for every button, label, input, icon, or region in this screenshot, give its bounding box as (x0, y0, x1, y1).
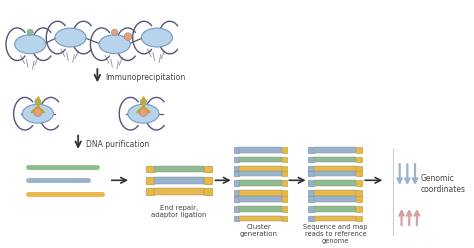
Bar (356, 156, 362, 162)
Bar (239, 156, 282, 162)
Bar (314, 180, 356, 186)
Bar (314, 147, 356, 153)
Text: Immunoprecipitation: Immunoprecipitation (105, 73, 185, 82)
Bar (234, 171, 239, 177)
Bar (234, 156, 239, 162)
Bar (282, 166, 287, 172)
Bar (314, 171, 356, 177)
Circle shape (27, 29, 33, 35)
Bar (356, 166, 362, 172)
Bar (309, 190, 314, 195)
Bar (314, 216, 356, 221)
Ellipse shape (128, 104, 159, 123)
Bar (282, 206, 287, 212)
Ellipse shape (22, 104, 54, 123)
Bar (282, 156, 287, 162)
Bar (239, 166, 282, 172)
Ellipse shape (99, 35, 130, 54)
Bar (309, 171, 314, 177)
Bar (154, 166, 204, 172)
Circle shape (124, 33, 132, 40)
Bar (309, 166, 314, 172)
Bar (314, 196, 356, 202)
Circle shape (35, 99, 41, 105)
Bar (234, 206, 239, 212)
Bar (239, 206, 282, 212)
Bar (234, 180, 239, 186)
Bar (314, 190, 356, 195)
Bar (356, 190, 362, 195)
Bar (282, 171, 287, 177)
Bar (154, 177, 204, 184)
Bar (314, 206, 356, 212)
Bar (234, 190, 239, 195)
Bar (204, 177, 211, 184)
Bar (309, 206, 314, 212)
Text: End repair,
adaptor ligation: End repair, adaptor ligation (151, 205, 207, 218)
Bar (314, 156, 356, 162)
Bar (356, 147, 362, 153)
Bar (234, 216, 239, 221)
Bar (204, 188, 211, 195)
Bar (282, 147, 287, 153)
Bar (239, 216, 282, 221)
Bar (239, 171, 282, 177)
Bar (309, 216, 314, 221)
Text: Cluster
generation: Cluster generation (239, 224, 278, 237)
Text: Sequence and map
reads to reference
genome: Sequence and map reads to reference geno… (303, 224, 368, 244)
Bar (309, 196, 314, 202)
Ellipse shape (141, 28, 173, 47)
Bar (234, 147, 239, 153)
Bar (314, 166, 356, 172)
Bar (309, 180, 314, 186)
Bar (146, 166, 154, 172)
Bar (239, 190, 282, 195)
Bar (356, 196, 362, 202)
Bar (309, 147, 314, 153)
Bar (282, 180, 287, 186)
Bar (234, 166, 239, 172)
Circle shape (140, 99, 146, 105)
Bar (282, 196, 287, 202)
Bar (234, 196, 239, 202)
Bar (356, 216, 362, 221)
Bar (282, 216, 287, 221)
Bar (204, 166, 211, 172)
Text: DNA purification: DNA purification (86, 140, 149, 149)
Bar (146, 177, 154, 184)
Bar (239, 147, 282, 153)
Bar (356, 206, 362, 212)
Bar (309, 156, 314, 162)
Bar (356, 180, 362, 186)
Bar (146, 188, 154, 195)
Circle shape (34, 108, 42, 117)
Bar (239, 180, 282, 186)
Bar (356, 171, 362, 177)
Circle shape (139, 108, 148, 117)
Ellipse shape (55, 28, 86, 47)
Bar (282, 190, 287, 195)
Text: Genomic
coordinates: Genomic coordinates (421, 174, 466, 194)
Bar (239, 196, 282, 202)
Ellipse shape (15, 35, 46, 54)
Bar (154, 188, 204, 195)
Circle shape (111, 29, 118, 35)
